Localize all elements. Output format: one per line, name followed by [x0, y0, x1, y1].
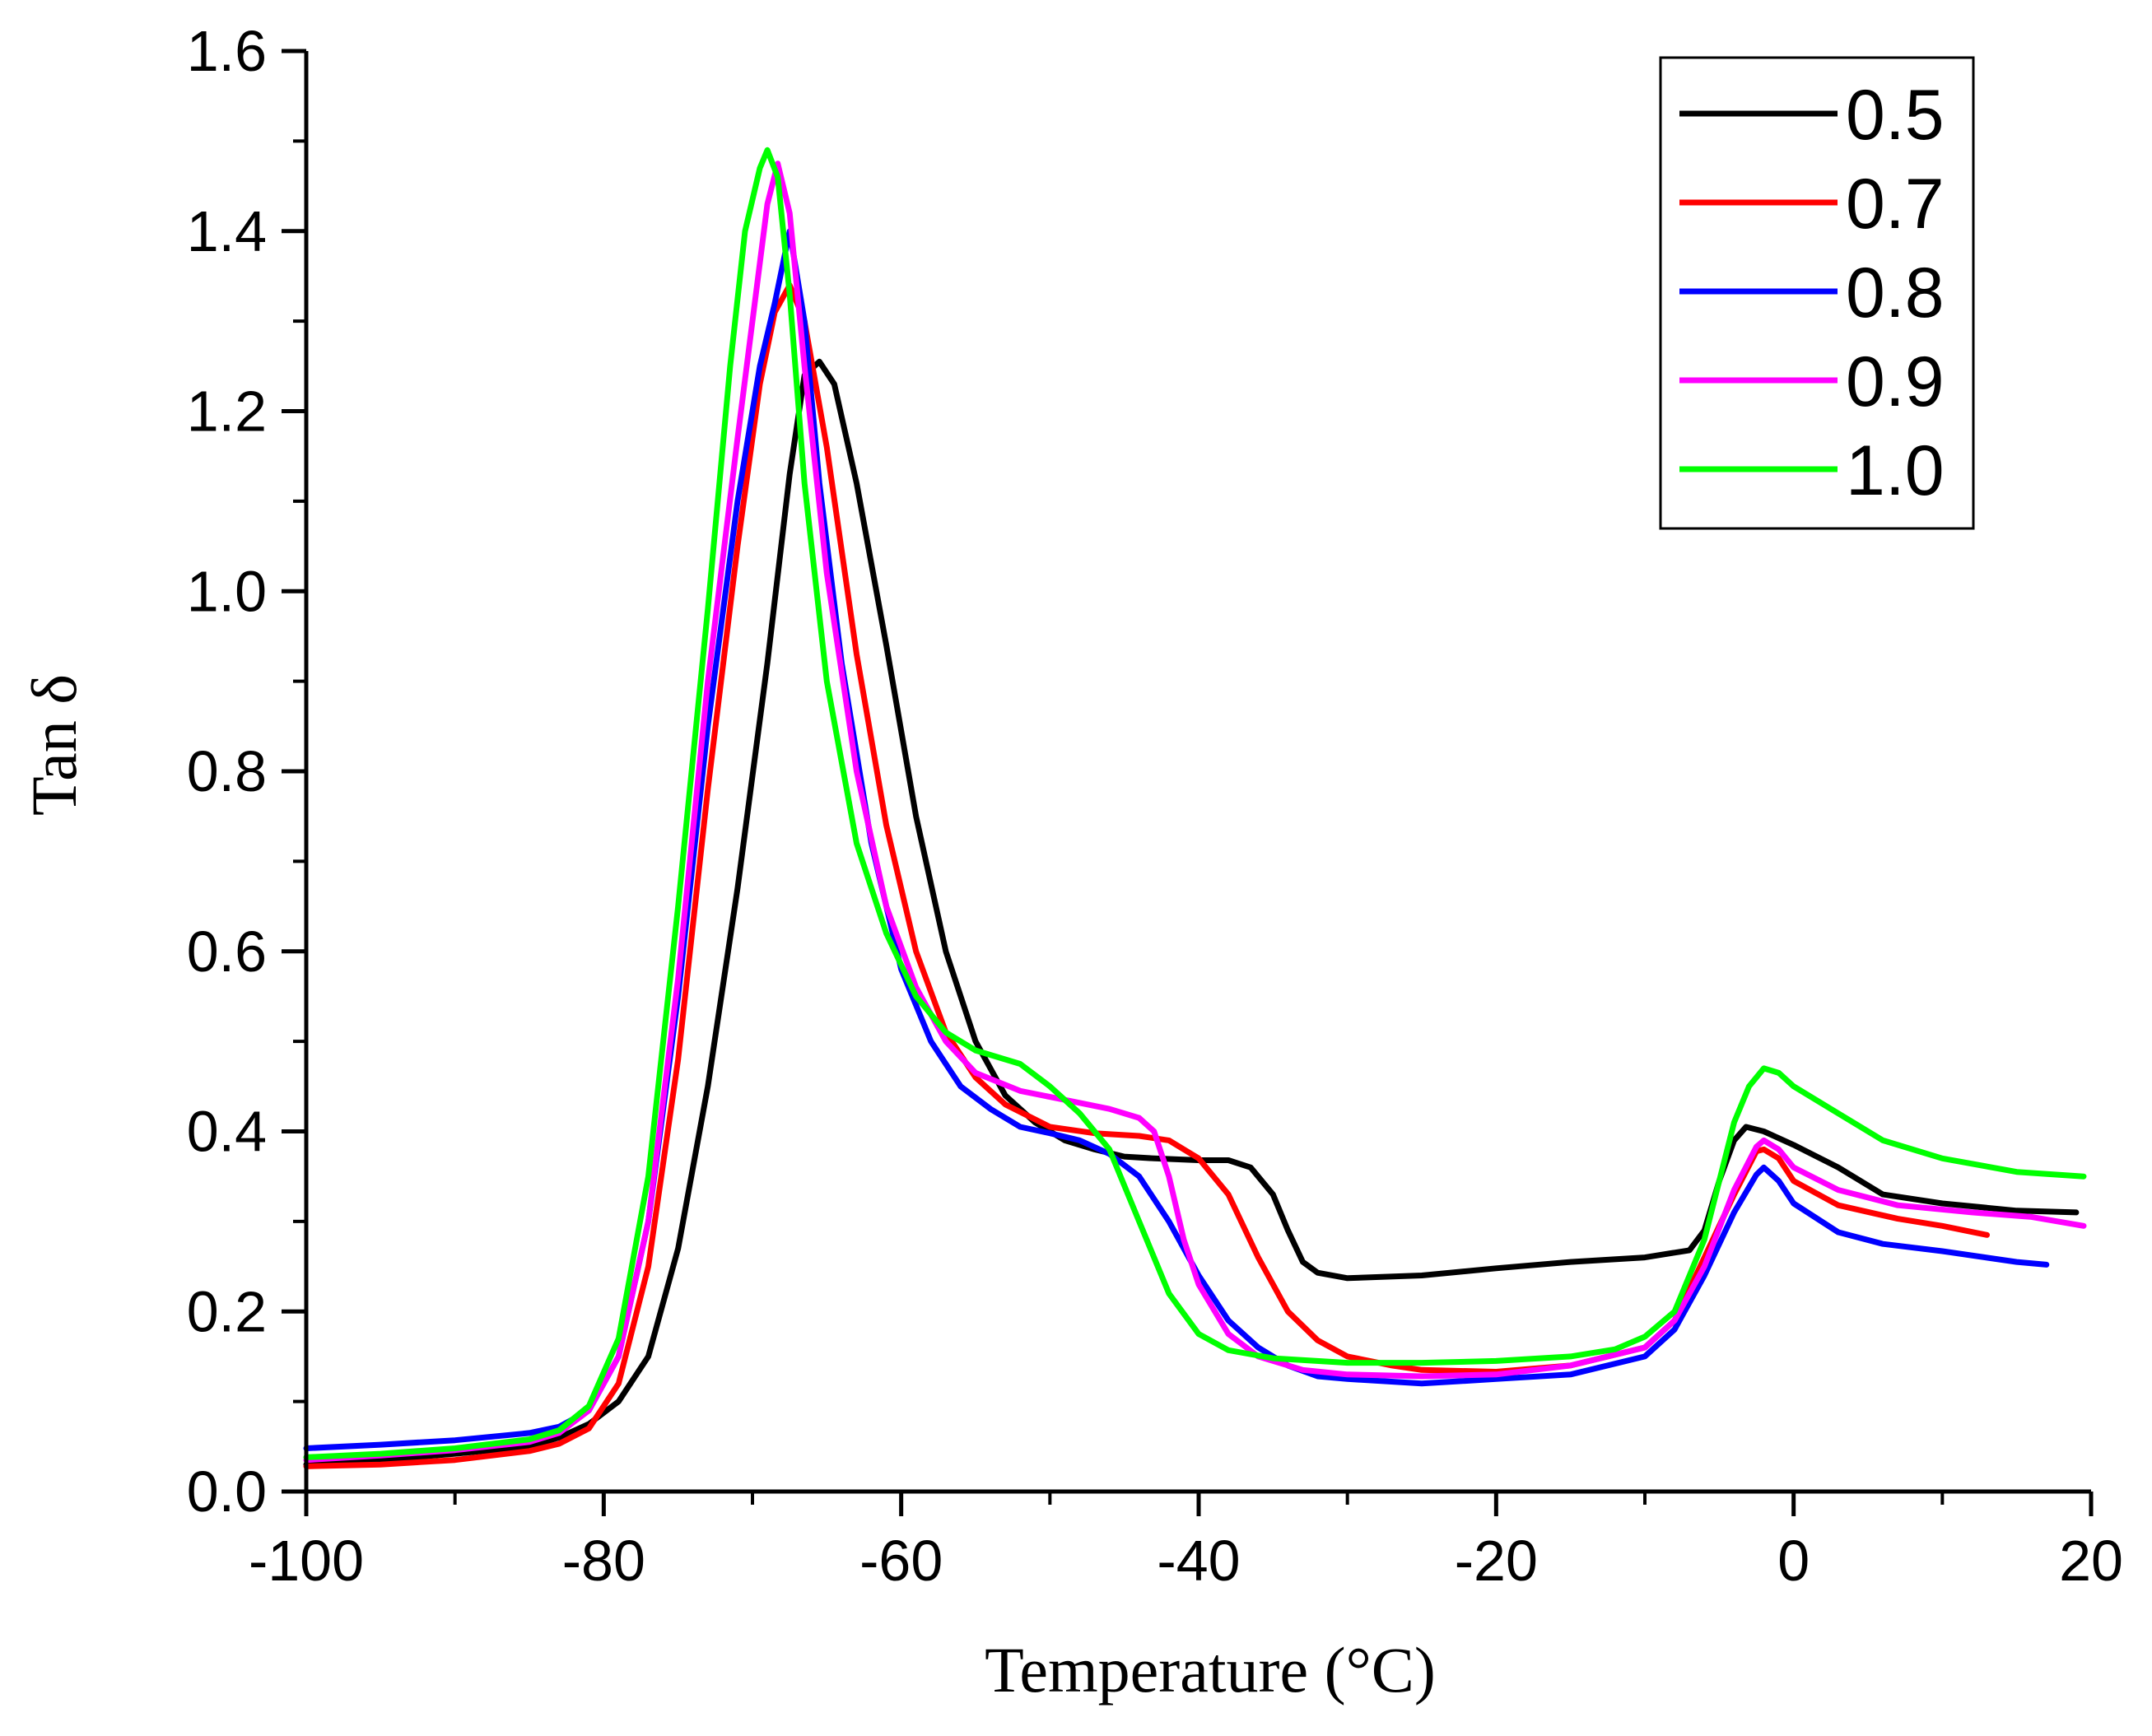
x-tick-label: -60: [859, 1529, 943, 1593]
x-tick-label: -80: [562, 1529, 645, 1593]
y-tick-label: 0.4: [187, 1100, 267, 1164]
x-tick-label: -40: [1157, 1529, 1240, 1593]
y-tick-label: 1.4: [187, 199, 267, 263]
series-line-1.0: [303, 147, 2087, 1460]
y-tick-label: 0.0: [187, 1459, 267, 1524]
x-tick-label: -20: [1455, 1529, 1538, 1593]
x-tick-label: -100: [249, 1529, 364, 1593]
y-axis-ticks: 0.0 0.2 0.4 0.6 0.8 1.0 1.2 1.4 1.6: [187, 19, 306, 1524]
legend-label-0.5: 0.5: [1846, 76, 1945, 155]
x-axis-ticks: -100 -80 -60 -40 -20 0 20: [249, 1492, 2123, 1593]
series-line-0.5: [303, 358, 2080, 1468]
x-axis-title: Temperature (°C): [985, 1634, 1436, 1706]
legend-label-0.7: 0.7: [1846, 165, 1945, 244]
series-line-0.9: [303, 161, 2087, 1464]
y-tick-label: 0.8: [187, 739, 267, 803]
legend-label-0.8: 0.8: [1846, 254, 1945, 333]
y-tick-label: 0.6: [187, 919, 267, 984]
plot-series: [303, 147, 2087, 1469]
y-tick-label: 1.2: [187, 379, 267, 444]
legend: 0.5 0.7 0.8 0.9 1.0: [1659, 56, 1975, 530]
x-tick-label: 20: [2059, 1529, 2123, 1593]
legend-label-1.0: 1.0: [1846, 431, 1945, 510]
y-tick-label: 1.6: [187, 19, 267, 83]
y-tick-label: 1.0: [187, 559, 267, 623]
y-tick-label: 0.2: [187, 1279, 267, 1343]
y-axis-title: Tan δ: [18, 674, 90, 816]
legend-label-0.9: 0.9: [1846, 342, 1945, 421]
x-tick-label: 0: [1777, 1529, 1810, 1593]
